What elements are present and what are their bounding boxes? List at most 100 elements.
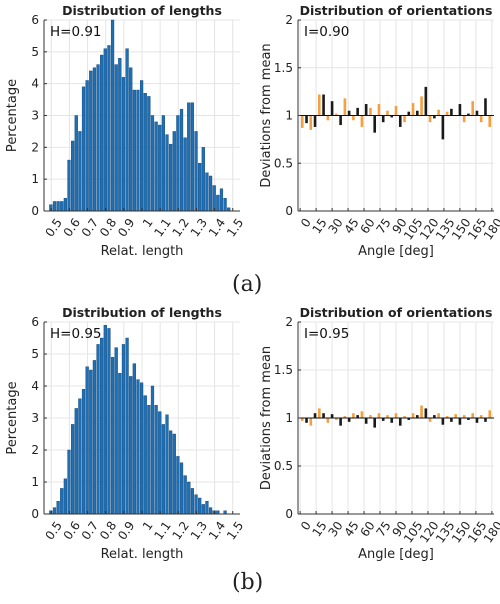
- bar: [147, 96, 151, 212]
- bar: [205, 172, 209, 212]
- bar: [479, 115, 483, 123]
- bar: [343, 98, 347, 116]
- bar: [85, 366, 89, 515]
- x-axis-label: Relat. length: [101, 547, 184, 562]
- y-tick-label: 4: [31, 379, 39, 393]
- bar: [416, 110, 419, 116]
- y-tick-label: 2: [285, 315, 293, 329]
- bar: [462, 415, 466, 418]
- x-tick-label: 0.5: [43, 216, 65, 240]
- y-tick-label: 6: [31, 13, 39, 27]
- bar: [107, 45, 111, 212]
- x-tick-label: 1.5: [224, 519, 246, 543]
- bar: [63, 478, 67, 515]
- bar: [118, 58, 122, 212]
- bar: [377, 104, 381, 116]
- bar: [139, 382, 144, 515]
- bar: [100, 54, 104, 212]
- bar: [420, 96, 423, 116]
- chart-title: Distribution of lengths: [62, 3, 222, 18]
- chart-2: 00.511.520153045607590105120135150165180…: [259, 3, 500, 259]
- bar: [428, 418, 432, 422]
- y-tick-label: 5: [31, 45, 39, 59]
- bar: [114, 347, 118, 515]
- panel-label-a: (a): [232, 272, 263, 297]
- bar: [407, 418, 411, 420]
- x-tick-label: 0.9: [115, 216, 137, 240]
- bar: [150, 115, 155, 212]
- x-tick-label: 1.4: [206, 216, 228, 240]
- bar: [398, 115, 402, 127]
- bar: [322, 413, 325, 418]
- bar: [330, 414, 334, 418]
- bar: [326, 418, 330, 423]
- x-tick-label: 1.3: [188, 216, 210, 240]
- bar: [114, 64, 118, 212]
- bar: [416, 415, 419, 418]
- bar: [129, 67, 133, 212]
- bar: [100, 337, 104, 515]
- bar: [201, 504, 205, 515]
- bar: [89, 369, 93, 515]
- bar: [339, 115, 342, 126]
- bar: [390, 115, 394, 118]
- y-tick-label: 5: [31, 347, 39, 361]
- bar: [147, 405, 151, 515]
- bar: [150, 385, 155, 515]
- bar: [132, 89, 136, 212]
- x-tick-label: 0.7: [79, 519, 101, 543]
- bar: [318, 408, 321, 418]
- bar: [386, 415, 389, 418]
- bar: [445, 111, 449, 116]
- y-tick-label: 0: [285, 204, 293, 218]
- bar: [198, 497, 202, 515]
- bar: [364, 104, 368, 116]
- x-tick-label: 0.7: [79, 216, 101, 240]
- x-tick-label: 1.3: [188, 519, 210, 543]
- bar: [458, 418, 462, 425]
- x-axis-label: Relat. length: [101, 244, 184, 259]
- x-tick-label: 1.2: [170, 216, 192, 240]
- bar: [318, 94, 321, 116]
- bar: [219, 188, 224, 212]
- bar: [216, 194, 220, 212]
- bar: [347, 110, 351, 116]
- bar: [110, 357, 115, 515]
- x-axis-label: Angle [deg]: [358, 547, 434, 562]
- y-tick-label: 6: [31, 315, 39, 329]
- bar: [74, 408, 78, 515]
- bar: [369, 415, 372, 418]
- bar: [335, 113, 338, 116]
- panel-label-b: (b): [232, 570, 264, 595]
- y-axis-label: Deviations from mean: [259, 43, 274, 187]
- y-tick-label: 0: [285, 507, 293, 521]
- bar: [56, 501, 60, 515]
- y-tick-label: 2: [285, 13, 293, 27]
- y-tick-label: 3: [31, 411, 39, 425]
- bar: [433, 115, 436, 119]
- bar: [205, 501, 209, 515]
- bar: [479, 415, 483, 418]
- bar: [420, 405, 423, 418]
- bar: [428, 115, 432, 123]
- y-tick-label: 0.5: [274, 459, 293, 473]
- chart-annotation: H=0.91: [50, 24, 102, 40]
- bar: [223, 198, 227, 212]
- x-tick-label: 1.2: [170, 519, 192, 543]
- bar: [369, 107, 372, 116]
- bar: [407, 111, 411, 116]
- bar: [52, 507, 57, 515]
- bar: [437, 413, 440, 418]
- y-tick-label: 1: [285, 411, 293, 425]
- y-tick-label: 1.5: [274, 363, 293, 377]
- bar: [352, 115, 355, 121]
- bar: [201, 147, 205, 212]
- bar: [484, 418, 487, 422]
- y-tick-label: 2: [31, 140, 39, 154]
- bar: [74, 115, 78, 212]
- bar: [165, 414, 169, 515]
- bar: [71, 424, 75, 515]
- bar: [92, 67, 97, 212]
